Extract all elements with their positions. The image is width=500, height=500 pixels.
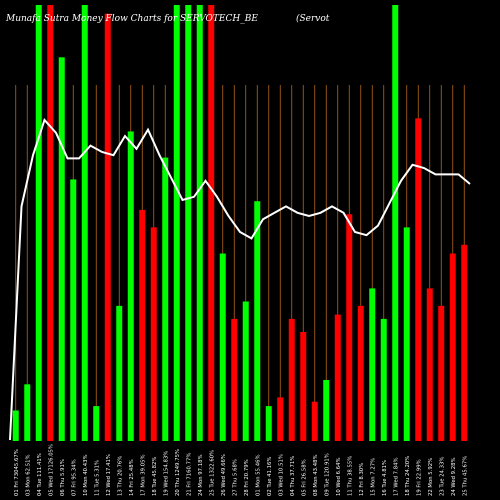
bar-down (150, 227, 157, 441)
x-tick-label: 05 Wed 17126.05% (48, 444, 54, 496)
x-tick-label: 19 Wed 154.83% (163, 451, 169, 496)
x-tick-label: 21 Fri 7160.77% (186, 453, 192, 496)
bar-up (173, 5, 180, 441)
bar-up (81, 5, 88, 441)
bar-up (185, 5, 192, 441)
x-tick-label: 11 Tue 5.31% (94, 460, 100, 496)
bar-up (127, 131, 134, 441)
bar-up (93, 406, 100, 441)
bar-down (47, 5, 54, 441)
bar-up (219, 253, 226, 441)
x-tick-label: 25 Tue 1322.60% (209, 450, 215, 496)
bar-down (334, 314, 341, 441)
bar-up (70, 179, 77, 441)
x-tick-label: 24 Wed 9.28% (451, 458, 457, 496)
x-tick-label: 12 Fri 8.30% (359, 463, 365, 496)
bar-down (415, 118, 422, 442)
x-tick-label: 20 Thu 1249.75% (175, 449, 181, 496)
bar-down (208, 5, 215, 441)
bar-down (104, 13, 111, 441)
bar-up (58, 57, 65, 441)
x-tick-label: 18 Tue 45.82% (152, 457, 158, 496)
bar-up (242, 301, 249, 441)
bar-down (449, 253, 456, 441)
bar-down (300, 332, 307, 441)
bar-up (392, 5, 399, 441)
x-tick-label: 01 Mon 55.46% (255, 455, 261, 496)
x-tick-label: 25 Thu 45.67% (462, 456, 468, 496)
x-tick-label: 04 Thu 37.71% (290, 456, 296, 496)
bar-down (438, 305, 445, 441)
x-tick-label: 10 Wed 6.64% (336, 458, 342, 496)
x-tick-label: 02 Tue 41.16% (267, 457, 273, 496)
x-tick-label: 28 Fri 20.79% (244, 459, 250, 496)
bar-up (116, 305, 123, 441)
x-tick-labels: 01 Fri 73045.67% 03 Mon 62.51% 04 Tue 111.… (14, 444, 469, 496)
bar-down (277, 397, 284, 441)
bar-up (24, 384, 31, 441)
money-flow-polyline (9, 118, 471, 441)
x-tick-label: 03 Wed 10.51% (278, 454, 284, 496)
x-tick-label: 27 Thu 5.68% (232, 459, 238, 496)
bar-up (265, 406, 272, 441)
x-tick-label: 14 Fri 25.48% (129, 459, 135, 496)
bar-down (461, 244, 468, 441)
bar-down (311, 401, 318, 441)
x-tick-label: 03 Mon 62.51% (25, 455, 31, 496)
chart-title: Munafa Sutra Money Flow Charts for SERVO… (5, 14, 258, 24)
x-tick-label: 07 Fri 95.34% (71, 459, 77, 496)
bar-up (403, 227, 410, 441)
bar-up (35, 5, 42, 441)
x-tick-label: 12 Wed 17.41% (106, 454, 112, 496)
x-tick-label: 04 Tue 111.41% (37, 453, 43, 496)
x-tick-label: 16 Tue 4.81% (382, 460, 388, 496)
bar-up (254, 201, 261, 441)
bar-series (12, 5, 468, 442)
x-tick-label: 18 Thu 24.20% (405, 456, 411, 496)
bar-down (139, 209, 146, 441)
bar-down (346, 214, 353, 441)
x-tick-label: 17 Wed 7.84% (393, 458, 399, 496)
x-tick-label: 19 Fri 22.99% (416, 459, 422, 496)
x-tick-label: 10 Mon 40.43% (83, 455, 89, 496)
x-tick-label: 05 Fri 26.58% (301, 459, 307, 496)
x-tick-label: 11 Thu 38.55% (347, 456, 353, 496)
bar-up (369, 288, 376, 441)
x-tick-label: 15 Mon 7.27% (370, 458, 376, 496)
bar-up (162, 157, 169, 441)
bar-up (12, 410, 19, 441)
bar-down (288, 318, 295, 441)
chart-title-right: (Servot (296, 13, 330, 24)
x-tick-label: 09 Tue 120.91% (324, 453, 330, 496)
x-tick-label: 26 Wed 49.66% (221, 454, 227, 496)
x-tick-label: 17 Mon 39.05% (140, 455, 146, 496)
x-tick-label: 22 Mon 5.92% (428, 458, 434, 496)
x-tick-label: 01 Fri 73045.67% (14, 449, 20, 496)
bar-up (323, 379, 330, 441)
x-tick-label: 13 Thu 20.76% (117, 456, 123, 496)
x-tick-label: 24 Mon 97.18% (198, 455, 204, 496)
bar-up (380, 318, 387, 441)
bar-down (231, 318, 238, 441)
money-flow-line (9, 118, 471, 441)
x-tick-label: 06 Thu 5.91% (60, 459, 66, 496)
bar-down (357, 305, 364, 441)
x-tick-label: 23 Tue 24.33% (439, 457, 445, 496)
bar-down (426, 288, 433, 441)
x-tick-label: 08 Mon 43.48% (313, 455, 319, 496)
bar-up (196, 5, 203, 441)
